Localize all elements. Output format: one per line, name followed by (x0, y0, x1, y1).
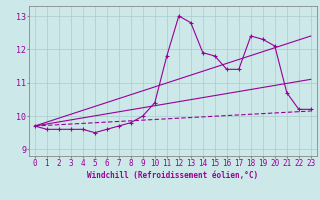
X-axis label: Windchill (Refroidissement éolien,°C): Windchill (Refroidissement éolien,°C) (87, 171, 258, 180)
